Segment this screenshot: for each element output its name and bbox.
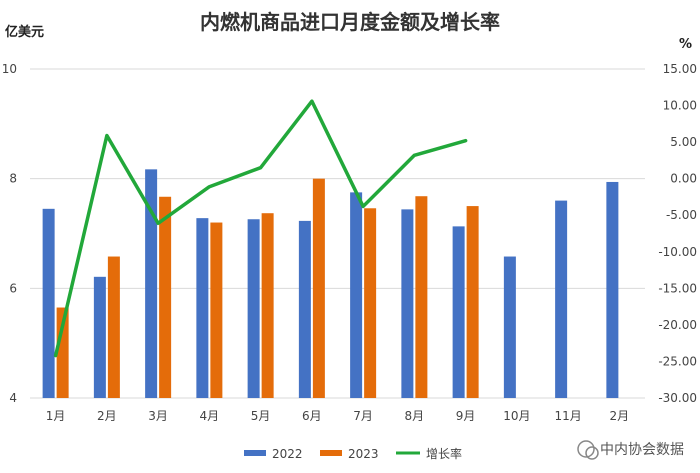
x-tick-label: 1月 [46,409,66,423]
left-tick-label: 10 [2,62,17,76]
bar-2023 [415,196,428,398]
bar-2022 [350,192,363,398]
x-tick-label: 4月 [200,409,220,423]
bar-2022 [452,226,465,398]
gridlines [30,68,645,399]
right-tick-label: -30.00 [658,391,697,405]
bar-2022 [196,218,209,398]
legend: 2022 2023 增长率 [244,446,462,461]
legend-label-2022: 2022 [272,447,303,461]
bar-2022 [298,220,311,398]
right-tick-label: 10.00 [663,99,697,113]
left-tick-label: 8 [9,172,17,186]
right-axis-unit: % [679,37,692,52]
wechat-icon-bubble [585,446,599,460]
bars [42,169,619,398]
bar-2023 [159,196,172,398]
left-axis-unit: 亿美元 [5,24,44,40]
bar-2022 [93,276,106,398]
x-tick-label: 2月 [610,409,630,423]
bar-2023 [364,208,377,398]
x-tick-label: 5月 [251,409,271,423]
right-axis-ticks: -30.00 -25.00 -20.00 -15.00 -10.00 -5.00 0.00 5… [658,62,697,405]
right-tick-label: -5.00 [666,208,697,222]
bar-2022 [145,169,158,398]
right-tick-label: 5.00 [670,135,697,149]
bar-2022 [606,181,619,398]
left-tick-label: 4 [9,391,17,405]
watermark-text: 中内协会数据 [600,442,684,458]
bar-2022 [503,256,516,398]
legend-label-2023: 2023 [348,447,379,461]
wechat-icon [577,440,595,458]
bar-2022 [555,200,568,398]
legend-swatch-2023 [320,450,342,456]
bar-2023 [210,222,223,398]
bar-2023 [312,178,325,398]
bar-2023 [107,256,120,398]
left-tick-label: 6 [9,281,17,295]
watermark: 中内协会数据 [577,440,684,460]
right-tick-label: -20.00 [658,318,697,332]
left-axis-ticks: 4 6 8 10 [2,62,17,405]
growth-line [53,99,468,358]
x-tick-label: 7月 [353,409,373,423]
right-tick-label: 15.00 [663,62,697,76]
x-axis-ticks: 1月 2月 3月 4月 5月 6月 7月 8月 9月 10月 11月 2月 [46,409,629,423]
bar-2022 [401,209,414,398]
x-tick-label: 3月 [148,409,168,423]
bar-2022 [247,219,260,398]
x-tick-label: 6月 [302,409,322,423]
x-tick-label: 8月 [405,409,425,423]
chart-title: 内燃机商品进口月度金额及增长率 [200,10,500,34]
right-tick-label: -10.00 [658,245,697,259]
right-tick-label: -25.00 [658,354,697,368]
bar-2023 [261,213,274,398]
bar-2022 [42,208,55,398]
right-tick-label: 0.00 [670,172,697,186]
x-tick-label: 2月 [97,409,117,423]
x-tick-label: 10月 [503,409,530,423]
legend-label-growth: 增长率 [426,446,462,461]
x-tick-label: 11月 [554,409,581,423]
x-tick-label: 9月 [456,409,476,423]
bar-2023 [466,206,479,398]
right-tick-label: -15.00 [658,281,697,295]
legend-swatch-2022 [244,450,266,456]
bar-2023 [56,307,69,398]
